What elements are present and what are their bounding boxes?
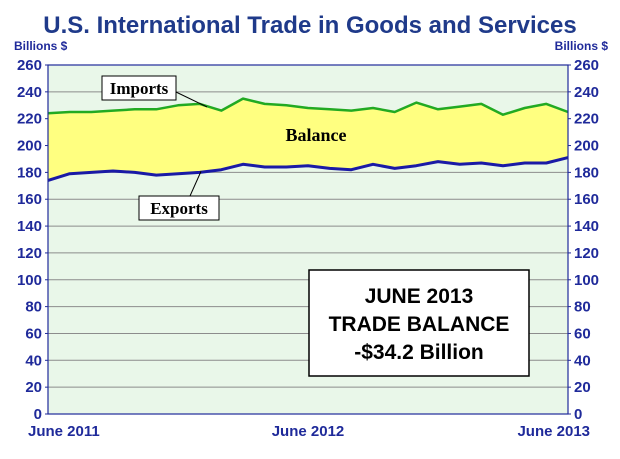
y-tick-label-left: 120 <box>17 245 42 262</box>
y-tick-label-left: 220 <box>17 111 42 128</box>
balance-fill-area <box>48 98 568 181</box>
y-tick-label-right: 100 <box>574 272 599 289</box>
chart-title: U.S. International Trade in Goods and Se… <box>43 12 576 39</box>
y-tick-label-left: 260 <box>17 57 42 74</box>
y-tick-label-right: 240 <box>574 84 599 101</box>
y-tick-label-left: 80 <box>25 299 42 316</box>
x-tick-label: June 2013 <box>517 423 590 440</box>
y-tick-label-left: 240 <box>17 84 42 101</box>
y-tick-label-right: 260 <box>574 57 599 74</box>
y-tick-label-left: 20 <box>25 379 42 396</box>
y-tick-label-left: 160 <box>17 191 42 208</box>
y-tick-label-left: 0 <box>34 406 42 423</box>
annotation-line: JUNE 2013 <box>365 285 474 308</box>
y-tick-label-right: 140 <box>574 218 599 235</box>
imports-label: Imports <box>110 79 169 98</box>
y-tick-label-right: 200 <box>574 138 599 155</box>
y-tick-label-right: 60 <box>574 325 591 342</box>
y-tick-label-right: 180 <box>574 164 599 181</box>
exports-label: Exports <box>150 199 208 218</box>
y-tick-label-left: 100 <box>17 272 42 289</box>
y-tick-label-left: 200 <box>17 138 42 155</box>
trade-balance-box: JUNE 2013 TRADE BALANCE -$34.2 Billion <box>308 269 530 377</box>
series-line-exports <box>47 156 569 182</box>
annotation-box <box>308 269 530 377</box>
imports-leader-line <box>175 91 208 108</box>
series-lines <box>47 97 569 182</box>
imports-label-box <box>101 75 177 101</box>
y-tick-label-left: 40 <box>25 352 42 369</box>
annotation-line: -$34.2 Billion <box>354 341 484 364</box>
y-tick-label-right: 80 <box>574 299 591 316</box>
exports-leader-line <box>189 171 202 197</box>
y-tick-label-right: 120 <box>574 245 599 262</box>
axes: 0 0 20 20 40 40 60 60 80 80 100 100 120 120 140 140 160 1… <box>17 57 599 440</box>
series-line-imports <box>47 97 569 116</box>
y-tick-label-left: 180 <box>17 164 42 181</box>
y-tick-label-right: 0 <box>574 406 582 423</box>
series-labels: Imports Exports Balance <box>101 75 347 221</box>
y-axis-unit-right: Billions $ <box>555 39 609 53</box>
x-tick-label: June 2012 <box>272 423 345 440</box>
y-tick-label-right: 160 <box>574 191 599 208</box>
y-tick-label-left: 140 <box>17 218 42 235</box>
y-tick-label-right: 220 <box>574 111 599 128</box>
y-tick-label-right: 40 <box>574 352 591 369</box>
plot-frame <box>47 64 569 415</box>
x-tick-label: June 2011 <box>28 423 100 440</box>
exports-label-box <box>138 195 220 221</box>
y-axis-unit-left: Billions $ <box>14 39 68 53</box>
y-tick-label-right: 20 <box>574 379 591 396</box>
annotation-line: TRADE BALANCE <box>329 313 510 336</box>
balance-label: Balance <box>286 125 347 145</box>
y-tick-label-left: 60 <box>25 325 42 342</box>
